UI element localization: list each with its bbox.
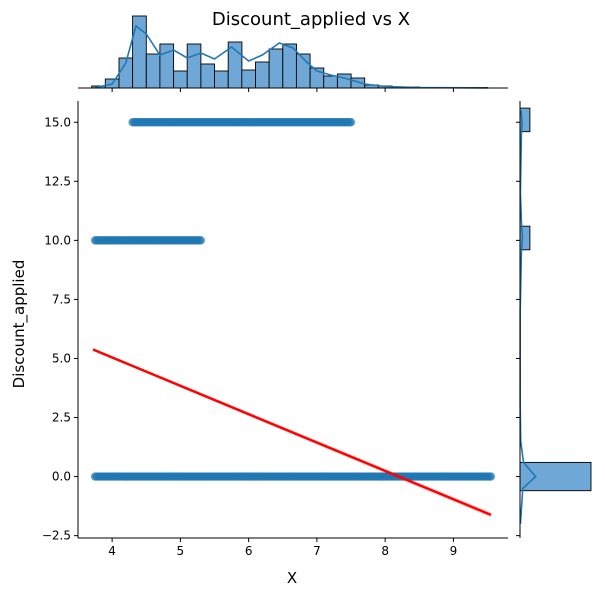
x-tick-label: 4 bbox=[108, 544, 116, 558]
scatter-point bbox=[196, 236, 206, 245]
top-hist-bar bbox=[268, 48, 284, 89]
top-hist-bar bbox=[323, 75, 338, 89]
top-hist-bar bbox=[200, 63, 216, 89]
x-tick-label: 9 bbox=[450, 544, 458, 558]
y-tick-label: 10.0 bbox=[44, 233, 71, 247]
x-tick-label: 5 bbox=[177, 544, 185, 558]
top-hist-bar bbox=[145, 53, 161, 89]
top-hist-bar bbox=[241, 69, 256, 89]
scatter-point bbox=[346, 118, 356, 127]
main-scatter-plot bbox=[90, 118, 496, 518]
x-tick-label: 7 bbox=[313, 544, 321, 558]
x-axis-label: X bbox=[287, 569, 297, 587]
top-hist-bar bbox=[132, 15, 147, 89]
chart-title: Discount_applied vs X bbox=[212, 9, 410, 30]
y-tick-label: 2.5 bbox=[52, 411, 71, 425]
y-tick-label: 7.5 bbox=[52, 292, 71, 306]
x-tick-label: 6 bbox=[245, 544, 253, 558]
top-hist-bar bbox=[186, 43, 202, 89]
y-tick-label: 5.0 bbox=[52, 351, 71, 365]
right-marginal-histogram bbox=[516, 101, 592, 538]
regression-line bbox=[92, 348, 492, 516]
y-tick-label: 0.0 bbox=[52, 470, 71, 484]
scatter-band-1 bbox=[90, 236, 206, 245]
top-hist-bar bbox=[214, 70, 229, 89]
right-kde-curve bbox=[519, 110, 537, 524]
y-tick-label: 12.5 bbox=[44, 174, 71, 188]
axes: 4 5 6 7 8 9 −2.5 0.0 2.5 5.0 7.5 10.0 12.5 15.0 bbox=[42, 101, 508, 558]
top-hist-bar bbox=[173, 70, 188, 89]
y-axis-label: Discount_applied bbox=[10, 260, 29, 389]
y-tick-label: −2.5 bbox=[42, 529, 71, 543]
scatter-band-2 bbox=[90, 472, 496, 481]
scatter-band-0 bbox=[128, 118, 356, 127]
y-tick-label: 15.0 bbox=[44, 115, 71, 129]
x-tick-label: 8 bbox=[381, 544, 389, 558]
top-kde-curve bbox=[94, 24, 488, 89]
top-hist-bar bbox=[336, 73, 352, 89]
right-hist-bar bbox=[519, 461, 592, 492]
top-hist-bar bbox=[255, 61, 270, 89]
scatter-point bbox=[486, 472, 496, 481]
top-marginal-histogram bbox=[78, 15, 508, 92]
